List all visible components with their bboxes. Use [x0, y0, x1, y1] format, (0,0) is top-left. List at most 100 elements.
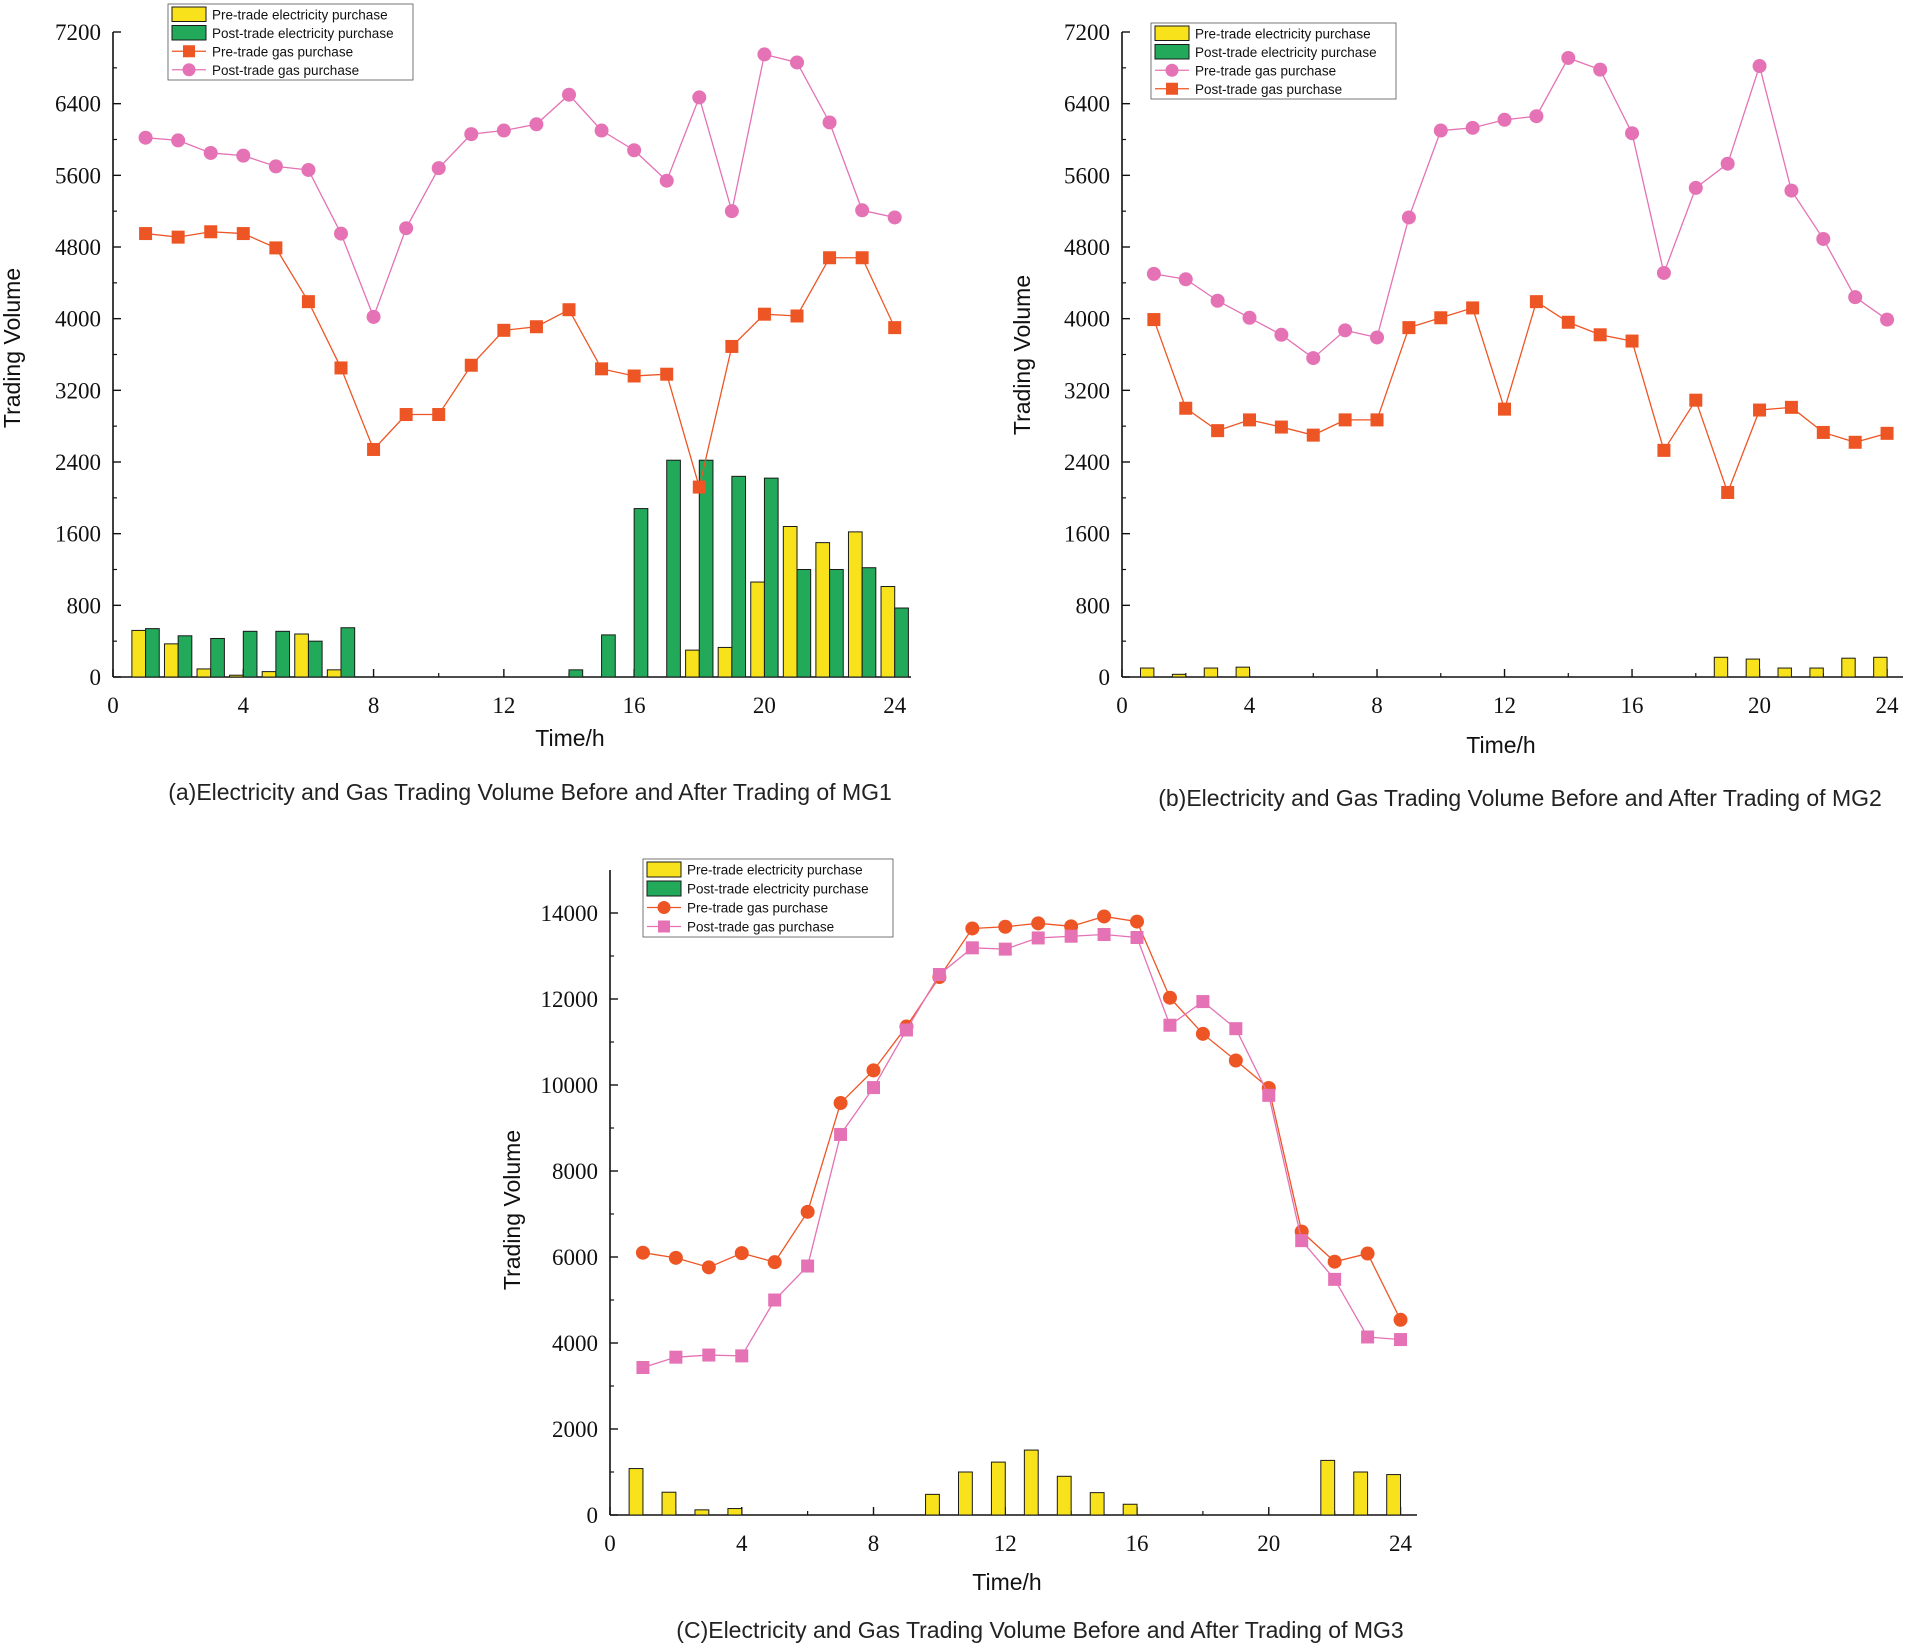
legend-label: Post-trade electricity purchase [1195, 45, 1377, 60]
marker-circle [1401, 210, 1416, 225]
marker-circle [1880, 312, 1895, 327]
x-tick-label: 0 [604, 1531, 616, 1556]
bar-pre-electricity [1122, 1503, 1138, 1516]
marker-square [899, 1023, 913, 1037]
marker-circle [1338, 323, 1353, 338]
marker-circle [594, 123, 609, 138]
marker-square [867, 1081, 881, 1095]
bar-pre-electricity [1809, 667, 1824, 678]
bar-pre-electricity [782, 526, 798, 678]
marker-circle [1178, 272, 1193, 287]
bar-pre-electricity [1089, 1492, 1105, 1516]
marker-circle [562, 87, 576, 102]
marker-square [1328, 1272, 1342, 1286]
marker-circle [833, 1096, 848, 1111]
marker-square [269, 241, 283, 255]
marker-circle [1370, 330, 1385, 345]
marker-circle [998, 919, 1013, 934]
bar-pre-electricity [1386, 1474, 1402, 1516]
marker-circle [659, 173, 674, 188]
marker-circle [1031, 916, 1046, 931]
bar-pre-electricity [326, 669, 342, 678]
marker-square [1229, 1022, 1243, 1036]
marker-square [1130, 931, 1144, 945]
marker-circle [1625, 126, 1640, 141]
legend-label: Pre-trade gas purchase [212, 44, 353, 59]
legend-label: Post-trade electricity purchase [687, 882, 869, 897]
y-tick-label: 12000 [541, 987, 599, 1012]
marker-circle [1327, 1254, 1342, 1269]
bar-pre-electricity [261, 671, 277, 678]
legend-label: Pre-trade electricity purchase [1195, 26, 1371, 41]
legend-box [642, 858, 894, 938]
legend-box [1150, 22, 1397, 100]
marker-circle [431, 161, 446, 176]
legend-label: Pre-trade gas purchase [1195, 63, 1336, 78]
y-tick-label: 0 [587, 1503, 599, 1528]
legend-swatch-bar [171, 25, 207, 41]
marker-circle [1688, 180, 1703, 195]
y-tick-label: 5600 [1064, 163, 1110, 188]
x-tick-label: 16 [1126, 1531, 1149, 1556]
marker-square [1031, 931, 1045, 945]
chart-mg1: (a)Electricity and Gas Trading Volume Be… [0, 3, 911, 805]
marker-square [334, 361, 348, 375]
legend: Pre-trade electricity purchase Post-trade… [642, 858, 894, 938]
legend-marker-circle [182, 63, 196, 77]
marker-circle [866, 1063, 881, 1078]
legend: Pre-trade electricity purchase Post-trade… [167, 3, 414, 81]
marker-square [236, 227, 250, 241]
chart-mg2: (b)Electricity and Gas Trading Volume Be… [1009, 20, 1903, 811]
legend-label: Pre-trade electricity purchase [687, 863, 863, 878]
marker-square [855, 251, 869, 265]
marker-circle [1130, 914, 1145, 929]
marker-square [1295, 1234, 1309, 1248]
marker-circle [1752, 59, 1767, 74]
marker-circle [1656, 265, 1671, 280]
marker-square [660, 367, 674, 381]
marker-square [1816, 425, 1830, 439]
legend-swatch-bar [171, 6, 207, 22]
marker-circle [1210, 293, 1225, 308]
marker-square [1097, 928, 1111, 941]
bar-post-electricity [242, 630, 258, 678]
x-tick-label: 4 [238, 693, 250, 718]
x-tick-label: 8 [1371, 693, 1383, 718]
y-tick-label: 1600 [55, 522, 101, 547]
marker-square [932, 967, 946, 981]
bar-pre-electricity [1777, 667, 1792, 678]
legend-label: Post-trade gas purchase [212, 63, 359, 78]
bar-post-electricity [601, 634, 616, 678]
x-tick-label: 12 [492, 693, 515, 718]
marker-square [562, 303, 576, 317]
marker-square [636, 1361, 650, 1375]
marker-circle [692, 90, 707, 105]
bar-post-electricity [340, 627, 356, 678]
marker-circle [399, 221, 414, 236]
marker-square [757, 307, 771, 321]
y-tick-label: 7200 [55, 20, 101, 45]
marker-square [1196, 995, 1210, 1009]
xlabel-mg3: Time/h [972, 1569, 1041, 1595]
marker-circle [627, 143, 642, 158]
x-tick-label: 20 [1257, 1531, 1280, 1556]
bar-pre-electricity [957, 1471, 973, 1516]
y-tick-label: 3200 [1064, 378, 1110, 403]
bar-post-electricity [829, 569, 844, 678]
marker-square [725, 339, 739, 353]
marker-circle [1162, 990, 1177, 1005]
marker-square [1529, 295, 1543, 309]
bar-pre-electricity [1745, 658, 1761, 678]
x-tick-label: 12 [1493, 693, 1516, 718]
x-tick-label: 20 [1748, 693, 1771, 718]
marker-circle [1848, 290, 1863, 305]
marker-square [965, 941, 979, 955]
marker-circle [1784, 183, 1799, 198]
marker-square [1179, 401, 1193, 415]
bar-post-electricity [666, 459, 681, 678]
bar-pre-electricity [1171, 673, 1187, 678]
marker-square [1561, 315, 1575, 329]
bar-pre-electricity [1023, 1449, 1039, 1516]
marker-square [171, 230, 185, 244]
legend-label: Pre-trade electricity purchase [212, 7, 388, 22]
